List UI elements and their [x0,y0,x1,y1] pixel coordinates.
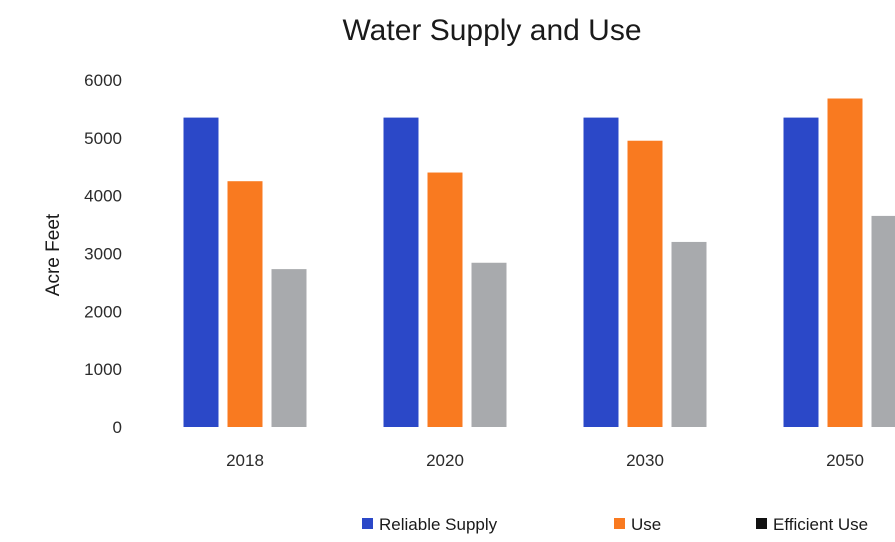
legend-swatch-use [614,518,625,529]
x-axis-ticks: 2018 2020 2030 2050 [226,451,864,470]
legend-swatch-reliable-supply [362,518,373,529]
x-tick-label: 2030 [626,451,664,470]
bar-reliable-supply-2018 [183,117,219,427]
y-tick-label: 5000 [84,129,122,148]
bar-use-2050 [827,98,863,428]
bars-group [183,98,895,428]
y-tick-label: 1000 [84,360,122,379]
bar-use-2018 [227,181,263,427]
bar-reliable-supply-2050 [783,117,819,427]
bar-reliable-supply-2030 [583,117,619,427]
bar-use-2020 [427,172,463,427]
bar-efficient-use-2050 [871,215,895,427]
x-tick-label: 2050 [826,451,864,470]
y-axis-label: Acre Feet [43,213,64,296]
legend-label-use: Use [631,515,661,534]
legend-label-efficient-use: Efficient Use [773,515,868,534]
bar-reliable-supply-2020 [383,117,419,427]
legend-swatch-efficient-use [756,518,767,529]
y-tick-label: 0 [113,418,122,437]
bar-efficient-use-2020 [471,262,507,427]
y-tick-label: 3000 [84,245,122,264]
y-tick-label: 6000 [84,71,122,90]
x-tick-label: 2020 [426,451,464,470]
bar-use-2030 [627,140,663,427]
y-axis-ticks: 0 1000 2000 3000 4000 5000 6000 [84,71,122,437]
legend: Reliable Supply Use Efficient Use [362,515,868,534]
bar-efficient-use-2018 [271,269,307,427]
bar-efficient-use-2030 [671,241,707,427]
legend-label-reliable-supply: Reliable Supply [379,515,498,534]
x-tick-label: 2018 [226,451,264,470]
y-tick-label: 2000 [84,302,122,321]
y-tick-label: 4000 [84,187,122,206]
chart-title: Water Supply and Use [342,14,641,47]
